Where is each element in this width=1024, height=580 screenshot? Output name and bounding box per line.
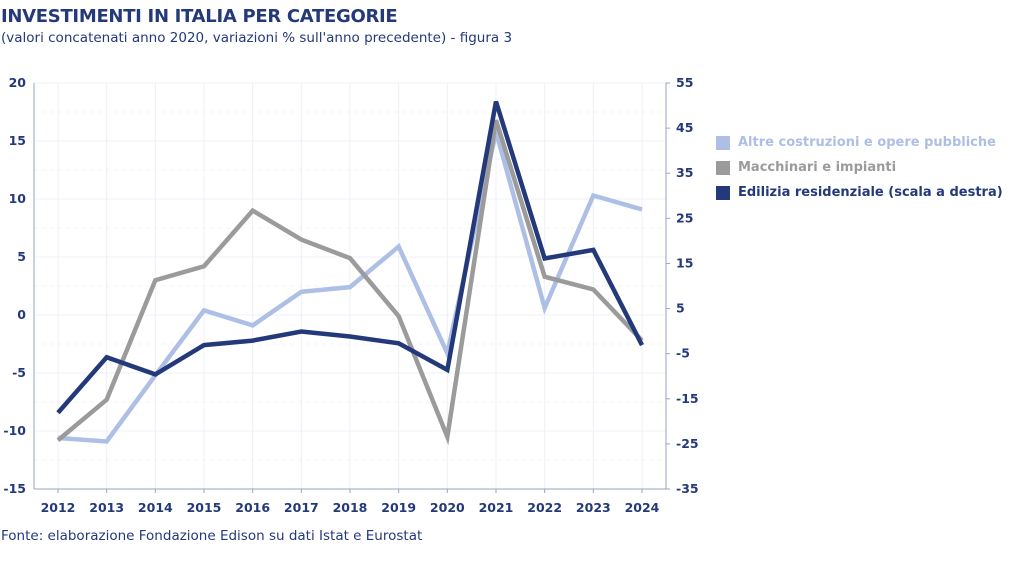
x-tick-label: 2023 bbox=[576, 500, 611, 515]
y-right-tick-label: -5 bbox=[676, 346, 690, 361]
y-left-tick-label: 10 bbox=[9, 191, 27, 206]
x-tick-label: 2022 bbox=[527, 500, 562, 515]
y-left-tick-label: -15 bbox=[3, 481, 26, 496]
legend-swatch bbox=[716, 185, 730, 200]
legend-item: Macchinari e impianti bbox=[716, 155, 1003, 180]
x-tick-label: 2017 bbox=[284, 500, 319, 515]
legend-swatch bbox=[716, 160, 730, 175]
x-tick-label: 2021 bbox=[479, 500, 514, 515]
legend-item: Altre costruzioni e opere pubbliche bbox=[716, 130, 1003, 155]
legend-item: Edilizia residenziale (scala a destra) bbox=[716, 180, 1003, 205]
y-left-tick-label: 0 bbox=[17, 307, 26, 322]
y-left-tick-label: 20 bbox=[9, 75, 27, 90]
x-tick-label: 2015 bbox=[187, 500, 222, 515]
y-right-tick-label: -35 bbox=[676, 481, 699, 496]
y-right-tick-label: 55 bbox=[676, 75, 693, 90]
source-note: Fonte: elaborazione Fondazione Edison su… bbox=[1, 528, 423, 544]
x-tick-label: 2019 bbox=[381, 500, 416, 515]
y-right-tick-label: -25 bbox=[676, 436, 699, 451]
x-tick-label: 2014 bbox=[138, 500, 173, 515]
chart-title: INVESTIMENTI IN ITALIA PER CATEGORIE bbox=[1, 6, 398, 27]
legend: Altre costruzioni e opere pubbliche Macc… bbox=[716, 130, 1003, 205]
y-left-tick-label: 5 bbox=[17, 249, 26, 264]
y-left-tick-label: -10 bbox=[3, 423, 26, 438]
y-left-tick-label: 15 bbox=[9, 133, 26, 148]
x-tick-label: 2012 bbox=[41, 500, 76, 515]
legend-label: Altre costruzioni e opere pubbliche bbox=[738, 135, 996, 150]
y-right-tick-label: 15 bbox=[676, 255, 693, 270]
legend-label: Macchinari e impianti bbox=[738, 160, 897, 175]
chart-subtitle: (valori concatenati anno 2020, variazion… bbox=[1, 30, 513, 46]
y-right-tick-label: -15 bbox=[676, 391, 699, 406]
x-tick-label: 2020 bbox=[430, 500, 465, 515]
legend-label: Edilizia residenziale (scala a destra) bbox=[738, 185, 1003, 200]
y-right-tick-label: 25 bbox=[676, 210, 693, 225]
y-right-tick-label: 35 bbox=[676, 165, 693, 180]
x-tick-label: 2016 bbox=[235, 500, 270, 515]
legend-swatch bbox=[716, 135, 730, 150]
x-tick-label: 2013 bbox=[89, 500, 124, 515]
x-tick-label: 2018 bbox=[333, 500, 368, 515]
y-right-tick-label: 45 bbox=[676, 120, 693, 135]
y-right-tick-label: 5 bbox=[676, 301, 685, 316]
y-left-tick-label: -5 bbox=[12, 365, 26, 380]
x-tick-label: 2024 bbox=[625, 500, 660, 515]
